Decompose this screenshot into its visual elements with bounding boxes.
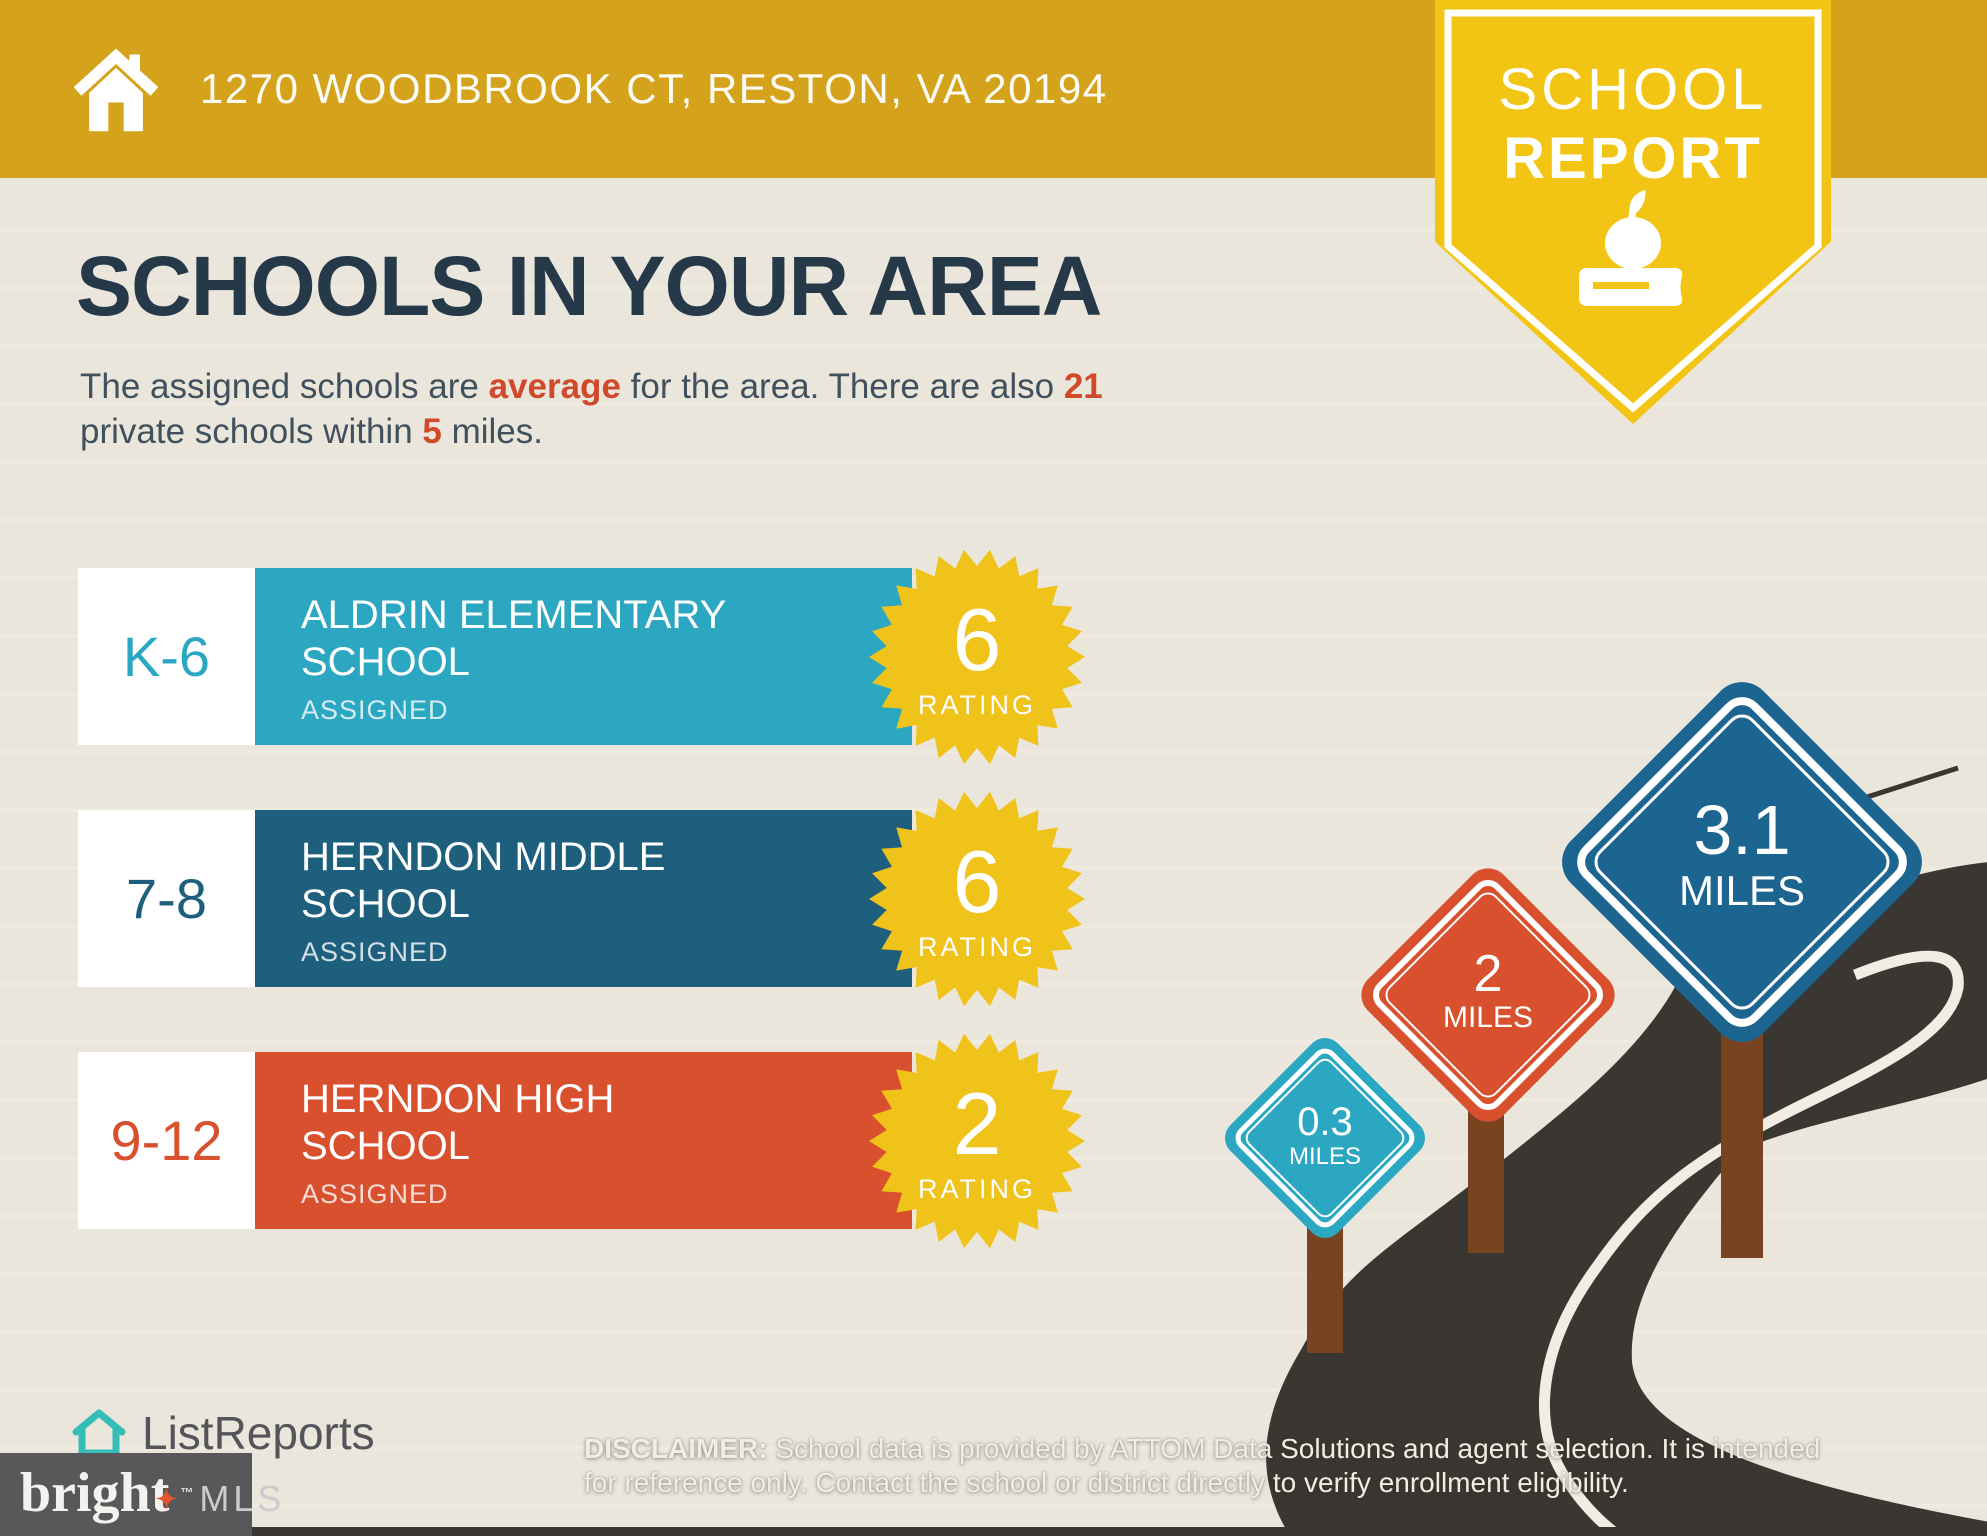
school-report-banner: SCHOOL REPORT	[1435, 0, 1831, 424]
trademark-symbol: ™	[180, 1485, 194, 1500]
sign-post-near	[1307, 1225, 1343, 1353]
highlight-miles: 5	[422, 412, 442, 451]
apple-book-icon	[1579, 190, 1683, 306]
sign-post-mid	[1468, 1105, 1504, 1253]
banner-title-line1: SCHOOL	[1498, 57, 1768, 122]
assigned-label: ASSIGNED	[301, 937, 449, 967]
banner-title-line2: REPORT	[1503, 126, 1763, 191]
banner-outline	[1444, 9, 1822, 413]
school-row-elementary: K-6 ALDRIN ELEMENTARY SCHOOL ASSIGNED	[78, 568, 912, 745]
disclaimer-line1: DISCLAIMER: School data is provided by A…	[584, 1433, 1821, 1464]
rating-label: RATING	[918, 932, 1036, 962]
brightmls-wordmark: bright ✦ ™	[20, 1453, 193, 1533]
rating-badge-elementary: 6 RATING	[869, 549, 1085, 765]
school-row-middle: 7-8 HERNDON MIDDLE SCHOOL ASSIGNED	[78, 810, 912, 987]
highlight-private-count: 21	[1063, 367, 1103, 406]
rating-label: RATING	[918, 690, 1036, 720]
school-bar: HERNDON HIGH SCHOOL ASSIGNED	[255, 1052, 912, 1229]
school-name: HERNDON MIDDLE SCHOOL	[301, 835, 666, 926]
intro-text: The assigned schools are average for the…	[80, 364, 1103, 454]
page-title: SCHOOLS IN YOUR AREA	[76, 239, 1102, 333]
school-bar: ALDRIN ELEMENTARY SCHOOL ASSIGNED	[255, 568, 912, 745]
sign-distance-unit: MILES	[1678, 867, 1806, 914]
assigned-label: ASSIGNED	[301, 1179, 449, 1209]
rating-badge-middle: 6 RATING	[869, 791, 1085, 1007]
sign-distance-value: 0.3	[1297, 1100, 1353, 1144]
intro-line2: private schools within 5 miles.	[80, 412, 543, 451]
rating-badge-high: 2 RATING	[869, 1033, 1085, 1249]
school-name: HERNDON HIGH SCHOOL	[301, 1077, 615, 1168]
disclaimer-text: DISCLAIMER: School data is provided by A…	[584, 1432, 1914, 1500]
assigned-label: ASSIGNED	[301, 695, 449, 725]
starburst-shape	[869, 1033, 1085, 1249]
school-name: ALDRIN ELEMENTARY SCHOOL	[301, 593, 726, 684]
listreports-logo: ListReports	[70, 1406, 375, 1460]
school-row-high: 9-12 HERNDON HIGH SCHOOL ASSIGNED	[78, 1052, 912, 1229]
grade-range: 9-12	[78, 1052, 255, 1229]
sign-distance-unit: MILES	[1288, 1143, 1362, 1170]
highlight-average: average	[488, 367, 621, 406]
sign-distance-value: 3.1	[1693, 791, 1791, 869]
grade-range: K-6	[78, 568, 255, 745]
sign-distance-unit: MILES	[1442, 1001, 1534, 1034]
sign-distance-value: 2	[1473, 945, 1503, 1003]
rating-value: 2	[953, 1074, 1002, 1173]
brightmls-badge: bright ✦ ™ MLS	[0, 1453, 281, 1536]
disclaimer-line2: for reference only. Contact the school o…	[584, 1467, 1629, 1498]
grade-range: 7-8	[78, 810, 255, 987]
rating-value: 6	[953, 590, 1002, 689]
rating-label: RATING	[918, 1174, 1036, 1204]
school-bar: HERNDON MIDDLE SCHOOL ASSIGNED	[255, 810, 912, 987]
star-icon: ✦	[155, 1484, 178, 1514]
bottom-border	[0, 1527, 1987, 1536]
starburst-shape	[869, 791, 1085, 1007]
home-icon	[73, 48, 159, 132]
listreports-wordmark: ListReports	[142, 1407, 375, 1459]
intro-line1: The assigned schools are average for the…	[80, 367, 1103, 406]
starburst-shape	[869, 549, 1085, 765]
rating-value: 6	[953, 832, 1002, 931]
house-icon	[72, 1409, 126, 1457]
property-address: 1270 WOODBROOK CT, RESTON, VA 20194	[200, 65, 1108, 112]
mls-label: MLS	[199, 1478, 286, 1519]
